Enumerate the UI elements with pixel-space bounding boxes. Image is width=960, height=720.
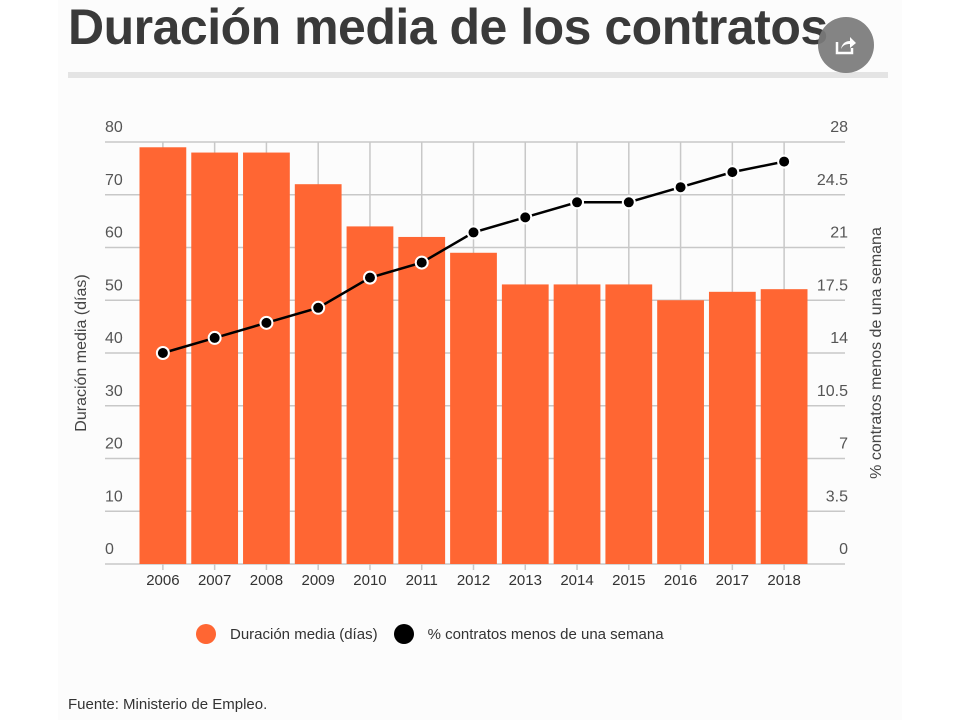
x-tick-label: 2017 xyxy=(716,572,749,589)
y-right-tick-label: 17.5 xyxy=(817,277,848,294)
y-tick-label: 20 xyxy=(105,436,123,453)
x-tick-label: 2016 xyxy=(664,572,697,589)
share-button[interactable] xyxy=(818,17,874,73)
y-right-tick-label: 24.5 xyxy=(817,172,848,189)
x-tick-label: 2013 xyxy=(509,572,542,589)
line-point-2017 xyxy=(725,165,740,180)
x-tick-label: 2012 xyxy=(457,572,490,589)
y-right-tick-label: 0 xyxy=(839,541,848,558)
line-point-2018 xyxy=(777,154,792,169)
line-point-2012 xyxy=(466,225,481,240)
y-tick-label: 50 xyxy=(105,277,123,294)
bar-2012 xyxy=(450,252,497,564)
bar-2007 xyxy=(191,152,239,565)
x-tick-label: 2018 xyxy=(767,572,800,589)
line-point-2006 xyxy=(155,346,170,360)
legend-bar-label: Duración media (días) xyxy=(230,625,378,643)
line-point-2015 xyxy=(621,195,636,210)
x-tick-label: 2011 xyxy=(406,572,438,589)
line-point-2009 xyxy=(311,300,326,315)
share-icon xyxy=(835,37,856,55)
y-tick-label: 40 xyxy=(105,330,123,347)
bar-2013 xyxy=(501,284,549,564)
source-note: Fuente: Ministerio de Empleo. xyxy=(68,696,268,713)
x-tick-label: 2014 xyxy=(560,572,593,589)
bar-2014 xyxy=(553,284,601,564)
line-point-2011 xyxy=(414,255,429,270)
bar-2016 xyxy=(657,300,704,564)
title-divider xyxy=(68,72,888,78)
y-right-tick-label: 21 xyxy=(830,225,848,242)
bar-2008 xyxy=(243,152,290,565)
line-point-2016 xyxy=(673,180,688,195)
bar-2015 xyxy=(605,284,653,564)
x-tick-label: 2006 xyxy=(146,572,179,589)
line-point-2014 xyxy=(570,195,585,210)
bar-2009 xyxy=(294,184,342,564)
bar-2018 xyxy=(760,289,808,564)
x-tick-label: 2007 xyxy=(198,572,231,589)
y-right-tick-label: 14 xyxy=(830,330,848,347)
y-right-tick-label: 28 xyxy=(830,119,848,136)
line-point-2010 xyxy=(362,270,377,285)
bar-2017 xyxy=(708,291,756,564)
x-tick-label: 2009 xyxy=(302,572,335,589)
legend-line-label: % contratos menos de una semana xyxy=(427,625,664,643)
y-tick-label: 70 xyxy=(105,172,123,189)
page-title: Duración media de los contratos xyxy=(68,0,828,55)
x-tick-label: 2015 xyxy=(612,572,645,589)
y-tick-label: 0 xyxy=(105,541,114,558)
y-tick-label: 30 xyxy=(105,383,123,400)
x-tick-label: 2008 xyxy=(250,572,283,589)
x-tick-label: 2010 xyxy=(353,572,386,589)
y-axis-title: Duración media (días) xyxy=(73,274,90,431)
legend-bar-swatch xyxy=(196,624,216,644)
y-right-tick-label: 3.5 xyxy=(826,488,848,505)
bar-2011 xyxy=(398,236,446,564)
line-point-2008 xyxy=(259,315,274,330)
y-right-tick-label: 7 xyxy=(839,436,848,453)
y-right-tick-label: 10.5 xyxy=(817,383,848,400)
legend-line-swatch xyxy=(393,624,414,644)
y-tick-label: 10 xyxy=(105,488,123,505)
y-tick-label: 60 xyxy=(105,225,123,242)
y-tick-label: 80 xyxy=(105,119,123,136)
line-point-2007 xyxy=(207,330,222,345)
y-right-axis-title: % contratos menos de una semana xyxy=(868,227,885,479)
legend: Duración media (días) % contratos menos … xyxy=(196,624,664,644)
line-point-2013 xyxy=(518,210,533,225)
